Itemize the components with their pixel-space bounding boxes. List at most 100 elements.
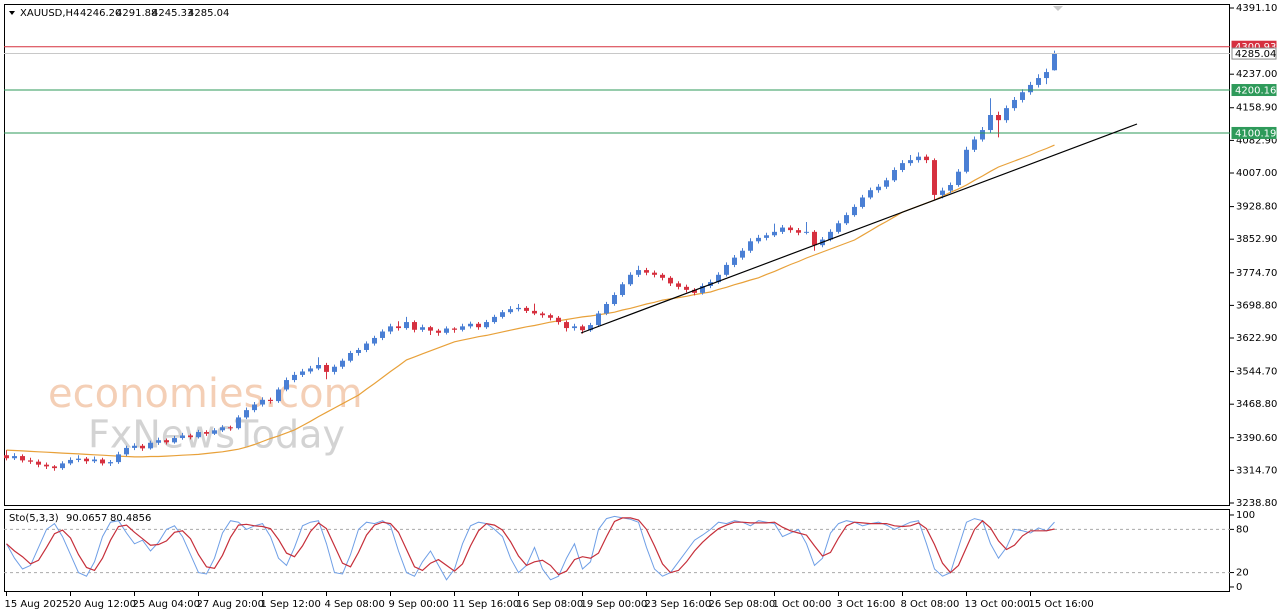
last-close: 4285.04 xyxy=(188,8,229,19)
candle-body xyxy=(500,312,505,317)
candle-body xyxy=(36,461,41,465)
menu-arrow[interactable] xyxy=(9,11,15,15)
candle-body xyxy=(492,316,497,323)
price-level-label: 4100.19 xyxy=(1235,128,1276,139)
candle-body xyxy=(668,277,673,284)
candle-body xyxy=(364,343,369,350)
candle-body xyxy=(244,410,249,418)
candle-body xyxy=(332,366,337,372)
candle-body xyxy=(644,270,649,273)
price-level-label: 4200.16 xyxy=(1235,86,1276,97)
candle-body xyxy=(1052,53,1057,71)
price-level-box xyxy=(1231,84,1277,97)
candle-body xyxy=(980,130,985,140)
candle-body xyxy=(348,352,353,361)
candle-body xyxy=(804,231,809,233)
plot: 4391.10 4237.00 4158.90 4082.90 4007.00 3928.… xyxy=(4,3,1277,610)
candle-body xyxy=(724,264,729,275)
candle-body xyxy=(252,404,257,411)
candle-body xyxy=(676,283,681,287)
trend-line xyxy=(580,123,1138,334)
y-tick-label: 3544.70 xyxy=(1236,367,1277,378)
candle-body xyxy=(700,285,705,293)
candle-body xyxy=(948,185,953,191)
candle-body xyxy=(212,430,217,434)
candle-body xyxy=(540,313,545,316)
candle-body xyxy=(684,286,689,290)
candle-body xyxy=(156,440,161,443)
y-tick-label: 4391.10 xyxy=(1236,3,1277,14)
candle-body xyxy=(556,317,561,323)
candle-body xyxy=(900,163,905,170)
candle-body xyxy=(260,399,265,405)
x-tick-label: 25 Aug 04:00 xyxy=(133,599,200,610)
candle-body xyxy=(932,160,937,195)
x-tick-label: 26 Sep 08:00 xyxy=(709,599,776,610)
y-tick-label: 3390.60 xyxy=(1236,433,1277,444)
stoch-k-line xyxy=(6,515,1055,581)
stoch-tick-label: 100 xyxy=(1236,510,1255,521)
candle-body xyxy=(164,440,169,443)
watermark-text: FxNewsToday xyxy=(88,413,345,457)
candle-body xyxy=(20,456,25,461)
y-tick-label: 3314.70 xyxy=(1236,465,1277,476)
candle-body xyxy=(636,270,641,275)
candle-body xyxy=(404,322,409,329)
candle-body xyxy=(524,307,529,311)
x-tick-label: 8 Oct 08:00 xyxy=(901,599,960,610)
candle-body xyxy=(892,169,897,181)
last-high: 4291.88 xyxy=(116,8,157,19)
candle-body xyxy=(284,380,289,390)
candle-body xyxy=(692,289,697,293)
candle-body xyxy=(300,371,305,375)
candle-body xyxy=(756,237,761,242)
candle-body xyxy=(612,294,617,305)
candle-body xyxy=(1012,99,1017,109)
candle-body xyxy=(964,149,969,172)
candle-body xyxy=(92,459,97,462)
stoch-d-line xyxy=(6,517,1055,576)
candle-body xyxy=(652,272,657,275)
candle-body xyxy=(516,307,521,310)
candle-body xyxy=(396,326,401,329)
candle-body xyxy=(236,417,241,429)
x-tick-label: 3 Oct 16:00 xyxy=(837,599,896,610)
candle-body xyxy=(60,463,65,469)
candle-body xyxy=(276,389,281,402)
candle-body xyxy=(876,186,881,191)
candle-body xyxy=(812,231,817,246)
candle-body xyxy=(84,458,89,462)
candle-body xyxy=(828,231,833,240)
candle-body xyxy=(780,227,785,232)
price-level-box xyxy=(1231,126,1277,139)
candle-body xyxy=(508,309,513,313)
y-tick-label: 4237.00 xyxy=(1236,69,1277,80)
x-tick-label: 19 Sep 00:00 xyxy=(581,599,648,610)
y-tick-label: 3928.80 xyxy=(1236,202,1277,213)
x-tick-label: 16 Sep 08:00 xyxy=(517,599,584,610)
candle-body xyxy=(548,315,553,318)
candle-body xyxy=(172,438,177,443)
candle-body xyxy=(732,257,737,265)
candle-body xyxy=(772,231,777,236)
candle-body xyxy=(116,454,121,463)
candle-body xyxy=(588,325,593,331)
candle-body xyxy=(996,115,1001,121)
candle-body xyxy=(884,180,889,187)
candle-body xyxy=(196,432,201,438)
candle-body xyxy=(388,326,393,332)
x-tick-label: 13 Oct 00:00 xyxy=(965,599,1030,610)
candle-body xyxy=(204,432,209,434)
indicator-d: 80.4856 xyxy=(110,513,151,524)
candle-body xyxy=(356,349,361,353)
x-tick-label: 15 Aug 2025 xyxy=(5,599,69,610)
stoch-tick-label: 80 xyxy=(1236,524,1249,535)
candle-body xyxy=(660,274,665,278)
x-tick-label: 4 Sep 08:00 xyxy=(325,599,385,610)
candle-body xyxy=(420,327,425,330)
candle-body xyxy=(788,227,793,231)
x-tick-label: 11 Sep 16:00 xyxy=(453,599,520,610)
x-tick-label: 15 Oct 16:00 xyxy=(1029,599,1094,610)
candle-body xyxy=(1020,92,1025,100)
candle-body xyxy=(796,230,801,233)
